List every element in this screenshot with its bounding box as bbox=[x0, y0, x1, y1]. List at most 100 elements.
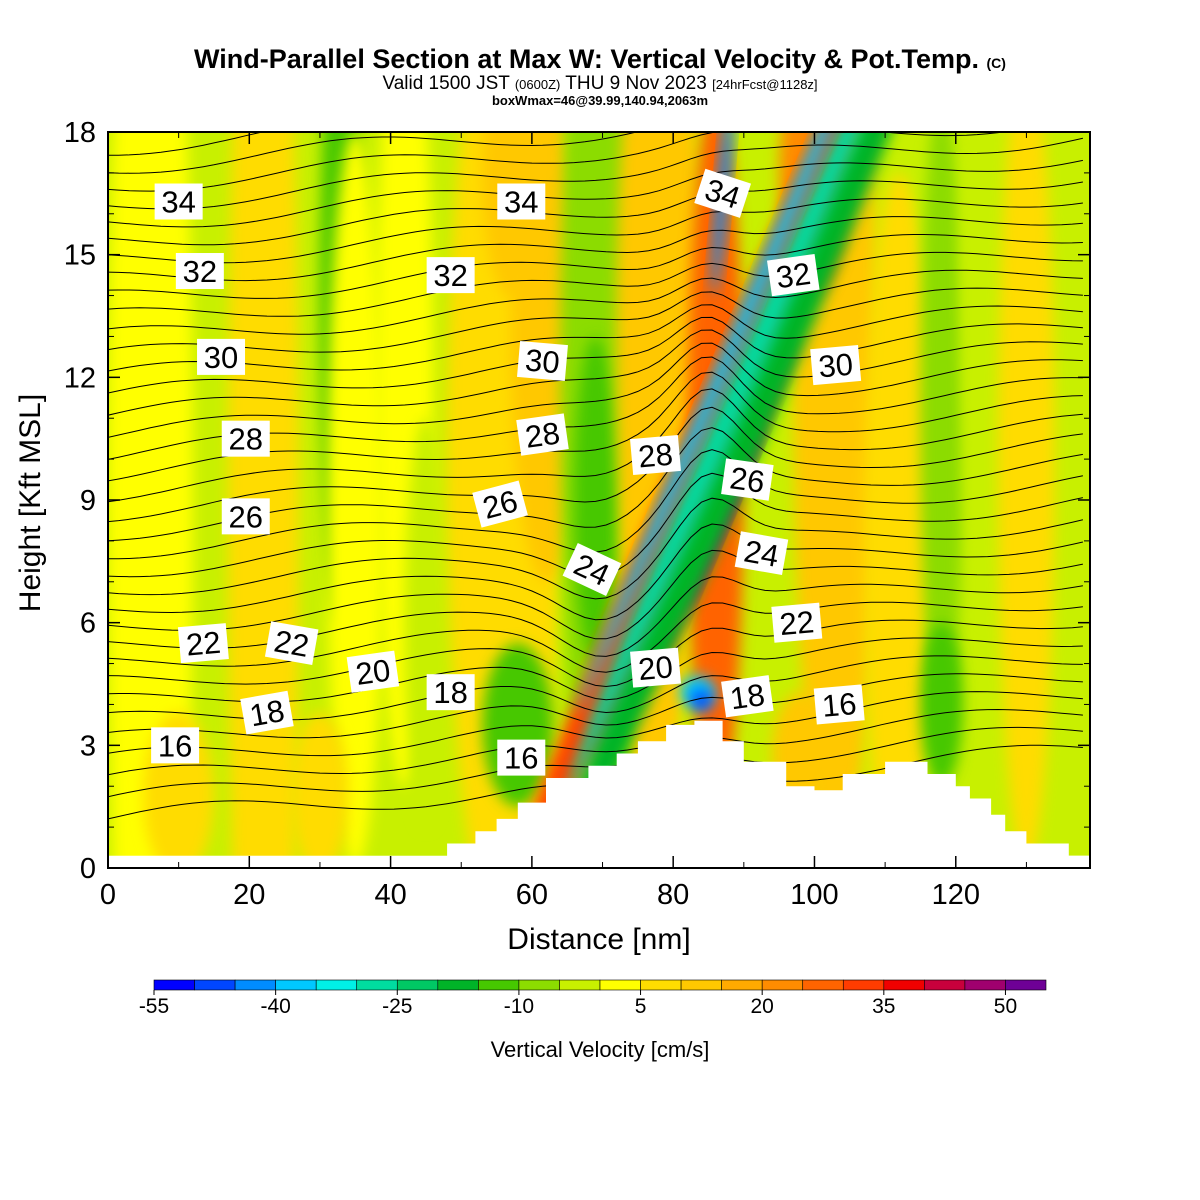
isentrope-label-box bbox=[721, 458, 774, 501]
isentrope-label: 34 bbox=[497, 183, 546, 220]
velocity-cell bbox=[291, 712, 349, 868]
isentrope-line bbox=[108, 329, 1083, 416]
x-axis-label: Distance [nm] bbox=[507, 923, 690, 956]
x-tick-label: 20 bbox=[233, 879, 265, 911]
y-tick-label: 15 bbox=[64, 240, 96, 272]
colorbar-swatch bbox=[883, 979, 925, 991]
colorbar-tick-label: -25 bbox=[382, 995, 412, 1018]
isentrope-label-box bbox=[497, 183, 546, 220]
isentrope-label-text: 30 bbox=[204, 340, 238, 375]
isentrope-label-box bbox=[240, 690, 294, 735]
isentrope-label-text: 18 bbox=[247, 693, 287, 733]
isentrope-label-box bbox=[221, 420, 270, 457]
isentrope-label-box bbox=[771, 602, 823, 643]
velocity-core bbox=[567, 132, 920, 792]
colorbar-tick-label: 5 bbox=[635, 995, 647, 1018]
isentrope-label-box bbox=[562, 543, 622, 596]
isentrope-line bbox=[108, 708, 1083, 776]
forecast-label: [24hrFcst@1128z] bbox=[712, 77, 818, 92]
x-tick-label: 100 bbox=[790, 879, 838, 911]
isentrope-label-box bbox=[630, 647, 681, 688]
y-axis-label: Height [Kft MSL] bbox=[14, 394, 47, 612]
isentrope-line bbox=[108, 137, 1084, 210]
velocity-cell bbox=[228, 132, 299, 868]
isentrope-label-box bbox=[517, 340, 568, 382]
isentrope-label: 20 bbox=[630, 647, 681, 688]
colorbar-tick-label: -40 bbox=[260, 995, 290, 1018]
velocity-cell bbox=[482, 132, 539, 296]
colorbar-swatch bbox=[721, 979, 763, 991]
isentrope-label-box bbox=[151, 727, 200, 764]
isentrope-label-text: 18 bbox=[728, 677, 767, 716]
x-tick-label: 120 bbox=[932, 879, 980, 911]
isentrope-label: 18 bbox=[240, 690, 294, 735]
isentrope-label-text: 24 bbox=[741, 533, 781, 573]
isentrope-line bbox=[108, 673, 1083, 739]
isentrope-label: 32 bbox=[175, 253, 224, 290]
chart-subtitle: Valid 1500 JST (0600Z) THU 9 Nov 2023 [2… bbox=[0, 73, 1200, 95]
isentrope-line bbox=[108, 269, 1083, 335]
colorbar-tick-label: 50 bbox=[994, 995, 1017, 1018]
isentrope-label-text: 20 bbox=[637, 649, 674, 687]
isentrope-label-box bbox=[734, 531, 789, 576]
isentrope-label-text: 30 bbox=[524, 343, 561, 381]
isentrope-line bbox=[108, 371, 1083, 482]
isentrope-label-text: 32 bbox=[774, 256, 813, 295]
y-tick-label: 0 bbox=[80, 853, 96, 885]
valid-time-label: Valid 1500 JST bbox=[382, 73, 510, 94]
velocity-core bbox=[576, 132, 897, 713]
isentrope-label-text: 28 bbox=[523, 415, 562, 454]
isentrope-line bbox=[108, 497, 1084, 600]
isentrope-line bbox=[108, 132, 1007, 192]
isentrope-line bbox=[108, 549, 1083, 640]
colorbar-swatch bbox=[153, 979, 195, 991]
isentrope-label-box bbox=[197, 338, 246, 375]
isentrope-line bbox=[108, 523, 1084, 621]
colorbar-swatch bbox=[924, 979, 966, 991]
y-tick-label: 3 bbox=[80, 730, 96, 762]
isentrope-label-box bbox=[175, 253, 224, 290]
isentrope-line bbox=[108, 180, 1083, 246]
colorbar-label: Vertical Velocity [cm/s] bbox=[491, 1037, 710, 1062]
isentrope-label-box bbox=[346, 650, 400, 693]
isentrope-label-box bbox=[426, 257, 475, 294]
isentrope-line bbox=[108, 406, 1083, 523]
terrain-mask bbox=[108, 720, 1090, 868]
isentrope-label: 22 bbox=[771, 602, 823, 643]
colorbar-swatch bbox=[356, 979, 398, 991]
colorbar: -55 -40 -25 -10 5 20 35 50 bbox=[139, 979, 1047, 1018]
isentrope-line bbox=[108, 234, 1083, 299]
isentrope-label: 34 bbox=[694, 168, 752, 218]
colorbar-tick-label: 20 bbox=[751, 995, 774, 1018]
isentrope-line bbox=[108, 159, 1083, 228]
isentrope-label-text: 26 bbox=[728, 460, 767, 499]
isentrope-label: 16 bbox=[151, 727, 200, 764]
isentrope-label: 28 bbox=[221, 420, 270, 457]
isentrope-label-text: 32 bbox=[433, 258, 467, 293]
isentrope-line bbox=[108, 251, 1083, 317]
isentrope-label: 20 bbox=[346, 650, 400, 693]
isentrope-label-text: 28 bbox=[229, 422, 263, 457]
x-tick-label: 0 bbox=[100, 879, 116, 911]
isentrope-label-box bbox=[426, 674, 475, 711]
chart-title: Wind-Parallel Section at Max W: Vertical… bbox=[0, 44, 1200, 75]
isentrope-label-text: 22 bbox=[778, 604, 815, 642]
isentrope-label-box bbox=[516, 413, 569, 456]
isentrope-label: 18 bbox=[721, 675, 774, 718]
isentrope-label-text: 22 bbox=[185, 625, 222, 663]
colorbar-swatch bbox=[234, 979, 276, 991]
isentrope-label: 22 bbox=[177, 623, 229, 664]
isentrope-label: 30 bbox=[517, 340, 568, 382]
isentrope-label-box bbox=[721, 675, 774, 718]
isentrope-label-text: 20 bbox=[353, 652, 392, 691]
box-info-label: boxWmax=46@39.99,140.94,2063m bbox=[491, 93, 709, 108]
isentrope-line bbox=[108, 342, 1083, 438]
colorbar-swatch bbox=[599, 979, 641, 991]
isentrope-label: 22 bbox=[264, 621, 319, 666]
isentrope-label-box bbox=[221, 498, 270, 535]
isentrope-line bbox=[108, 304, 1083, 372]
isentrope-line bbox=[108, 388, 1083, 503]
isentrope-label-text: 34 bbox=[504, 185, 538, 220]
colorbar-swatch bbox=[964, 979, 1006, 991]
